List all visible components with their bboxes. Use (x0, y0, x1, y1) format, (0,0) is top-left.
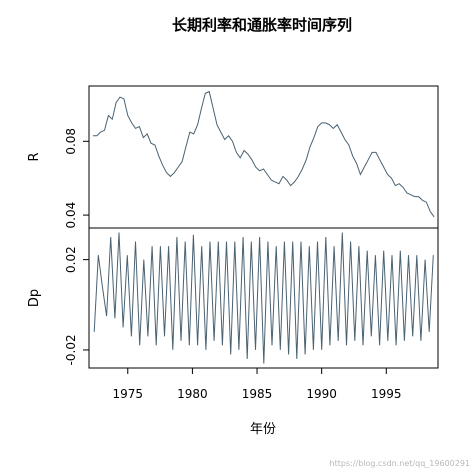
panel-dp: Dp -0.02 0.02 (27, 227, 439, 369)
chart-title: 长期利率和通胀率时间序列 (172, 16, 352, 34)
panel-r-ytick-label: 0.04 (64, 202, 78, 229)
panel-dp-ylabel: Dp (27, 289, 42, 307)
panel-r: R 0.04 0.08 (27, 85, 439, 229)
x-axis: 1975 1980 1985 1990 1995 (113, 367, 402, 401)
x-tick-label: 1980 (177, 387, 208, 401)
panel-r-ylabel: R (27, 152, 42, 161)
panel-r-frame (88, 85, 439, 229)
panel-dp-ytick-label: 0.02 (64, 246, 78, 273)
x-tick-label: 1985 (242, 387, 273, 401)
x-tick-label: 1975 (113, 387, 144, 401)
panel-dp-ytick-label: -0.02 (64, 334, 78, 365)
series-r-line (92, 90, 435, 218)
panel-r-ytick-label: 0.08 (64, 128, 78, 155)
x-tick-label: 1995 (371, 387, 402, 401)
x-axis-label: 年份 (250, 422, 276, 437)
watermark: https://blog.csdn.net/qq_19600291 (330, 459, 470, 468)
series-dp-line (93, 232, 434, 364)
x-tick-label: 1990 (306, 387, 337, 401)
